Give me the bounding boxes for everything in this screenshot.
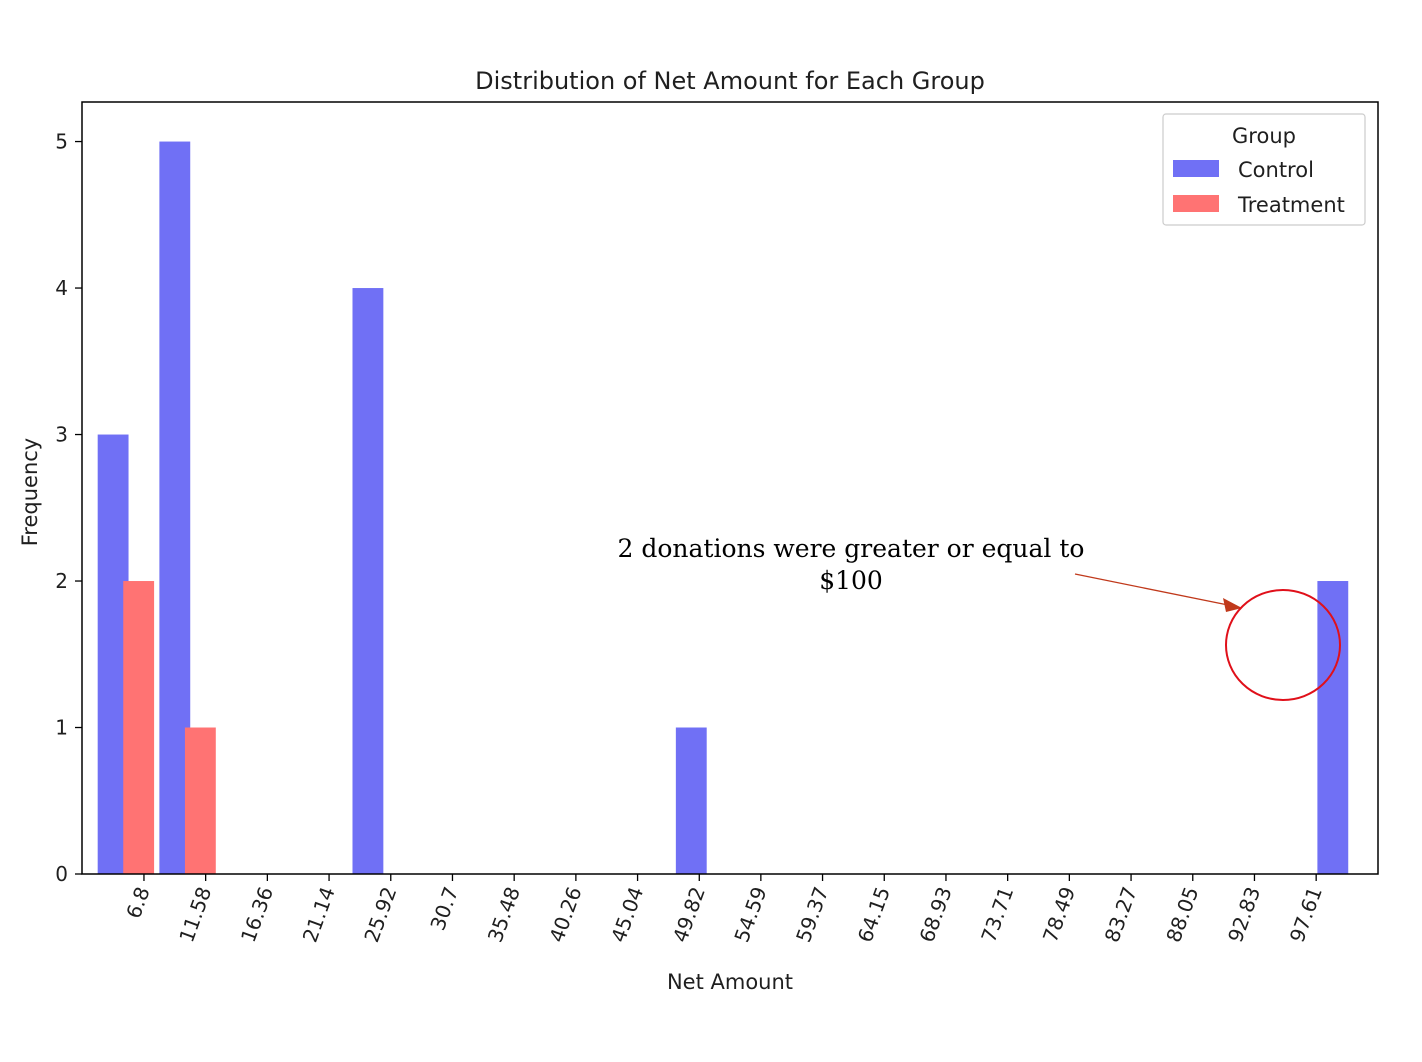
y-axis-ticks: 0 1 2 3 4 5 — [55, 130, 82, 886]
x-tick-label: 59.37 — [791, 884, 833, 946]
y-tick-label: 3 — [55, 423, 68, 447]
x-axis-ticks: 6.8 11.58 16.36 21.14 25.92 30.7 35.48 40.26 45.… — [121, 874, 1327, 946]
x-tick-label: 78.49 — [1038, 884, 1080, 946]
legend-swatch-control — [1173, 160, 1219, 177]
x-tick-label: 35.48 — [483, 884, 525, 946]
x-tick-label: 97.61 — [1285, 884, 1327, 946]
y-tick-label: 0 — [55, 862, 68, 886]
x-tick-label: 30.7 — [425, 884, 463, 934]
x-tick-label: 11.58 — [174, 884, 216, 946]
x-tick-label: 6.8 — [121, 884, 154, 922]
x-tick-label: 92.83 — [1223, 884, 1265, 946]
y-tick-label: 4 — [55, 276, 68, 300]
legend-label-treatment: Treatment — [1237, 193, 1345, 217]
x-tick-label: 25.92 — [359, 884, 401, 946]
y-tick-label: 2 — [55, 569, 68, 593]
annotation-line-2: $100 — [819, 566, 883, 595]
legend: Group Control Treatment — [1162, 113, 1366, 226]
bar-treatment-1 — [184, 727, 216, 874]
legend-label-control: Control — [1238, 158, 1314, 182]
y-tick-label: 1 — [55, 716, 68, 740]
x-tick-label: 49.82 — [668, 884, 710, 946]
annotation-arrowhead — [1223, 598, 1242, 612]
annotation-line-1: 2 donations were greater or equal to — [618, 534, 1085, 563]
annotation-arrow — [1074, 573, 1229, 606]
annotation: 2 donations were greater or equal to $10… — [618, 534, 1341, 701]
x-tick-label: 40.26 — [544, 884, 586, 946]
y-axis-label: Frequency — [18, 438, 42, 547]
bar-control-4 — [1317, 581, 1349, 874]
x-tick-label: 88.05 — [1161, 884, 1203, 946]
x-axis-label: Net Amount — [667, 970, 793, 994]
legend-swatch-treatment — [1173, 195, 1219, 212]
bars-layer — [97, 141, 1349, 874]
x-tick-label: 73.71 — [976, 884, 1018, 946]
y-tick-label: 5 — [55, 130, 68, 154]
bar-treatment-0 — [123, 581, 155, 874]
x-tick-label: 16.36 — [236, 884, 278, 946]
bar-control-2 — [352, 288, 384, 874]
x-tick-label: 83.27 — [1100, 884, 1142, 946]
x-tick-label: 54.59 — [729, 884, 771, 946]
x-tick-label: 21.14 — [298, 884, 340, 946]
bar-control-3 — [675, 727, 707, 874]
legend-title: Group — [1232, 124, 1296, 148]
chart-title: Distribution of Net Amount for Each Grou… — [475, 67, 985, 95]
x-tick-label: 68.93 — [915, 884, 957, 946]
plot-frame — [81, 101, 1379, 875]
x-tick-label: 45.04 — [606, 884, 648, 946]
x-tick-label: 64.15 — [853, 884, 895, 946]
highlight-circle — [1225, 589, 1341, 701]
